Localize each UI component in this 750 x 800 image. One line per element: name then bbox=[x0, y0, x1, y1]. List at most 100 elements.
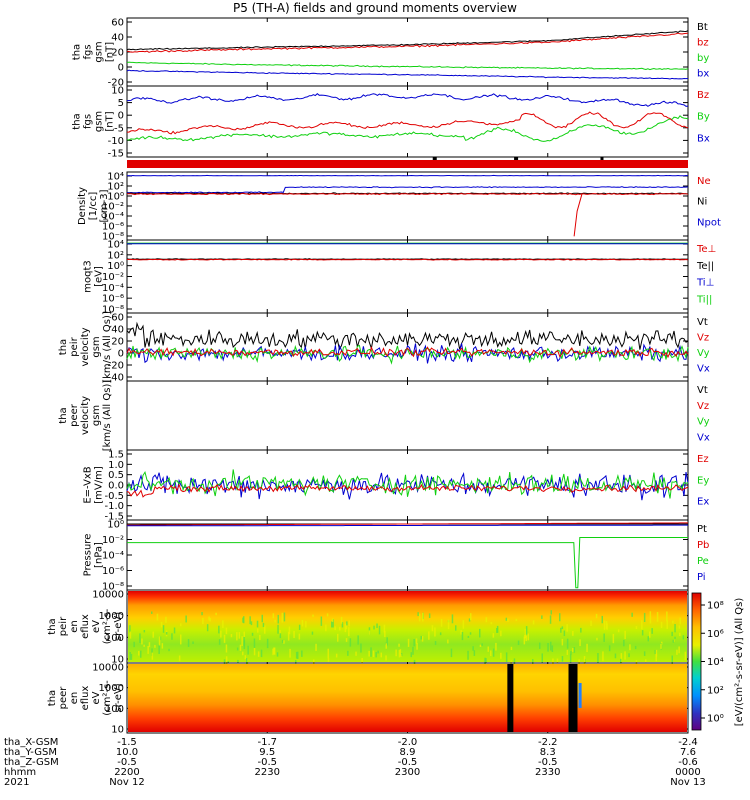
spectrogram-speckle bbox=[256, 620, 259, 628]
x-row-value: -2.4 bbox=[678, 737, 698, 748]
x-year: 2021 bbox=[4, 777, 29, 788]
spectrogram-speckle bbox=[479, 644, 482, 648]
spectrogram-speckle bbox=[484, 657, 486, 665]
spectrogram-speckle bbox=[154, 644, 156, 648]
spectrogram-speckle bbox=[624, 630, 626, 640]
x-row-value: -1.7 bbox=[257, 737, 277, 748]
spectrogram-speckle bbox=[447, 639, 449, 644]
legend-entry: Vy bbox=[697, 348, 710, 359]
spectrogram-speckle bbox=[422, 612, 424, 622]
y-tick-label: 40 bbox=[111, 325, 124, 336]
x-row-value: 2230 bbox=[255, 767, 280, 778]
series-te-perp bbox=[127, 258, 689, 261]
spectrogram-speckle bbox=[312, 614, 314, 617]
spectrogram-speckle bbox=[455, 625, 457, 631]
spectrogram-speckle bbox=[129, 631, 132, 639]
spectrogram-speckle bbox=[467, 650, 469, 660]
colorbar-scale bbox=[691, 592, 702, 731]
spectrogram-speckle bbox=[237, 659, 239, 664]
spectrogram-speckle bbox=[672, 620, 674, 624]
y-tick-label: -20 bbox=[108, 78, 124, 89]
spectrogram-speckle bbox=[398, 643, 400, 647]
y-axis-label: (cm²-s- bbox=[102, 680, 113, 716]
spectrogram-speckle bbox=[525, 635, 527, 642]
panel-peir-spec: 10000 1000 100 10 tha peir en eflux eV (cm²-s-sr-… bbox=[47, 589, 689, 670]
spectrogram-peer bbox=[128, 664, 687, 732]
spectrogram-speckle bbox=[413, 659, 416, 668]
spectrogram-speckle bbox=[395, 649, 397, 657]
spectrogram-speckle bbox=[368, 650, 370, 657]
status-bar-flag bbox=[514, 157, 519, 160]
spectrogram-speckle bbox=[420, 635, 422, 640]
spectrogram-speckle bbox=[643, 651, 646, 656]
spectrogram-speckle bbox=[215, 612, 217, 616]
spectrogram-speckle bbox=[260, 649, 263, 658]
spectrogram-speckle bbox=[279, 629, 281, 636]
y-tick-label: 10⁻⁶ bbox=[102, 566, 124, 577]
colorbar-label: [eV/(cm²-s-sr-eV)] (All Qs) bbox=[734, 598, 745, 727]
legend-entry: Bx bbox=[697, 133, 710, 144]
spectrogram-speckle bbox=[301, 650, 303, 657]
spectrogram-speckle bbox=[645, 659, 647, 663]
spectrogram-speckle bbox=[209, 617, 211, 622]
spectrogram-speckle bbox=[679, 617, 681, 625]
spectrogram-speckle bbox=[161, 643, 164, 649]
y-tick-label: -20 bbox=[108, 361, 124, 372]
spectrogram-speckle bbox=[641, 630, 644, 636]
y-axis-label: Density bbox=[77, 187, 88, 225]
spectrogram-speckle bbox=[655, 653, 657, 662]
spectrogram-speckle bbox=[532, 659, 534, 669]
spectrogram-speckle bbox=[398, 650, 401, 658]
spectrogram-speckle bbox=[187, 639, 190, 647]
spectrogram-speckle bbox=[462, 620, 465, 629]
spectrogram-speckle bbox=[283, 640, 285, 644]
spectrogram-speckle bbox=[510, 646, 513, 651]
spectrogram-speckle bbox=[649, 631, 651, 638]
spectrogram-speckle bbox=[236, 647, 239, 651]
spectrogram-speckle bbox=[643, 612, 646, 622]
spectrogram-speckle bbox=[634, 645, 637, 650]
spectrogram-speckle bbox=[156, 613, 159, 621]
spectrogram-speckle bbox=[468, 618, 471, 622]
y-tick-label: 10⁻⁴ bbox=[102, 212, 124, 223]
spectrogram-speckle bbox=[428, 613, 431, 619]
spectrogram-speckle bbox=[527, 633, 529, 641]
legend-entry: bz bbox=[697, 38, 709, 49]
spectrogram-speckle bbox=[242, 651, 244, 656]
spectrogram-speckle bbox=[412, 646, 414, 655]
colorbar-tick-label: 10⁰ bbox=[707, 714, 724, 725]
spectrogram-speckle bbox=[566, 650, 569, 655]
spectrogram-speckle bbox=[649, 611, 652, 618]
spectrogram-speckle bbox=[517, 640, 520, 645]
y-tick-label: -10 bbox=[108, 136, 124, 147]
spectrogram-speckle bbox=[227, 661, 229, 664]
spectrogram-speckle bbox=[257, 651, 260, 657]
spectrogram-speckle bbox=[253, 648, 256, 656]
y-axis-label: eV bbox=[91, 691, 102, 704]
y-axis-label: [km/s (All Qs)] bbox=[102, 380, 113, 452]
spectrogram-speckle bbox=[220, 630, 222, 638]
spectrogram-speckle bbox=[539, 642, 541, 649]
spectrogram-speckle bbox=[523, 636, 526, 645]
colorbar-tick-label: 10² bbox=[707, 685, 724, 696]
spectrogram-speckle bbox=[171, 633, 173, 640]
legend-entry: By bbox=[697, 112, 710, 123]
spectrogram-speckle bbox=[138, 650, 140, 656]
panel-frame bbox=[126, 17, 689, 87]
spectrogram-speckle bbox=[222, 620, 224, 628]
series-bz-dsl bbox=[126, 93, 689, 107]
legend-entry: Ne bbox=[697, 176, 711, 187]
spectrogram-speckle bbox=[570, 651, 572, 655]
spectrogram-speckle bbox=[162, 625, 165, 633]
series-pi bbox=[127, 524, 688, 527]
spectrogram-speckle bbox=[277, 624, 279, 634]
y-tick-label: 1.0 bbox=[108, 460, 124, 471]
spectrogram-speckle bbox=[332, 619, 334, 628]
spectrogram-speckle bbox=[473, 650, 476, 656]
spectrogram-speckle bbox=[242, 617, 244, 623]
spectrogram-speckle bbox=[654, 649, 656, 655]
spectrogram-speckle bbox=[261, 614, 263, 623]
